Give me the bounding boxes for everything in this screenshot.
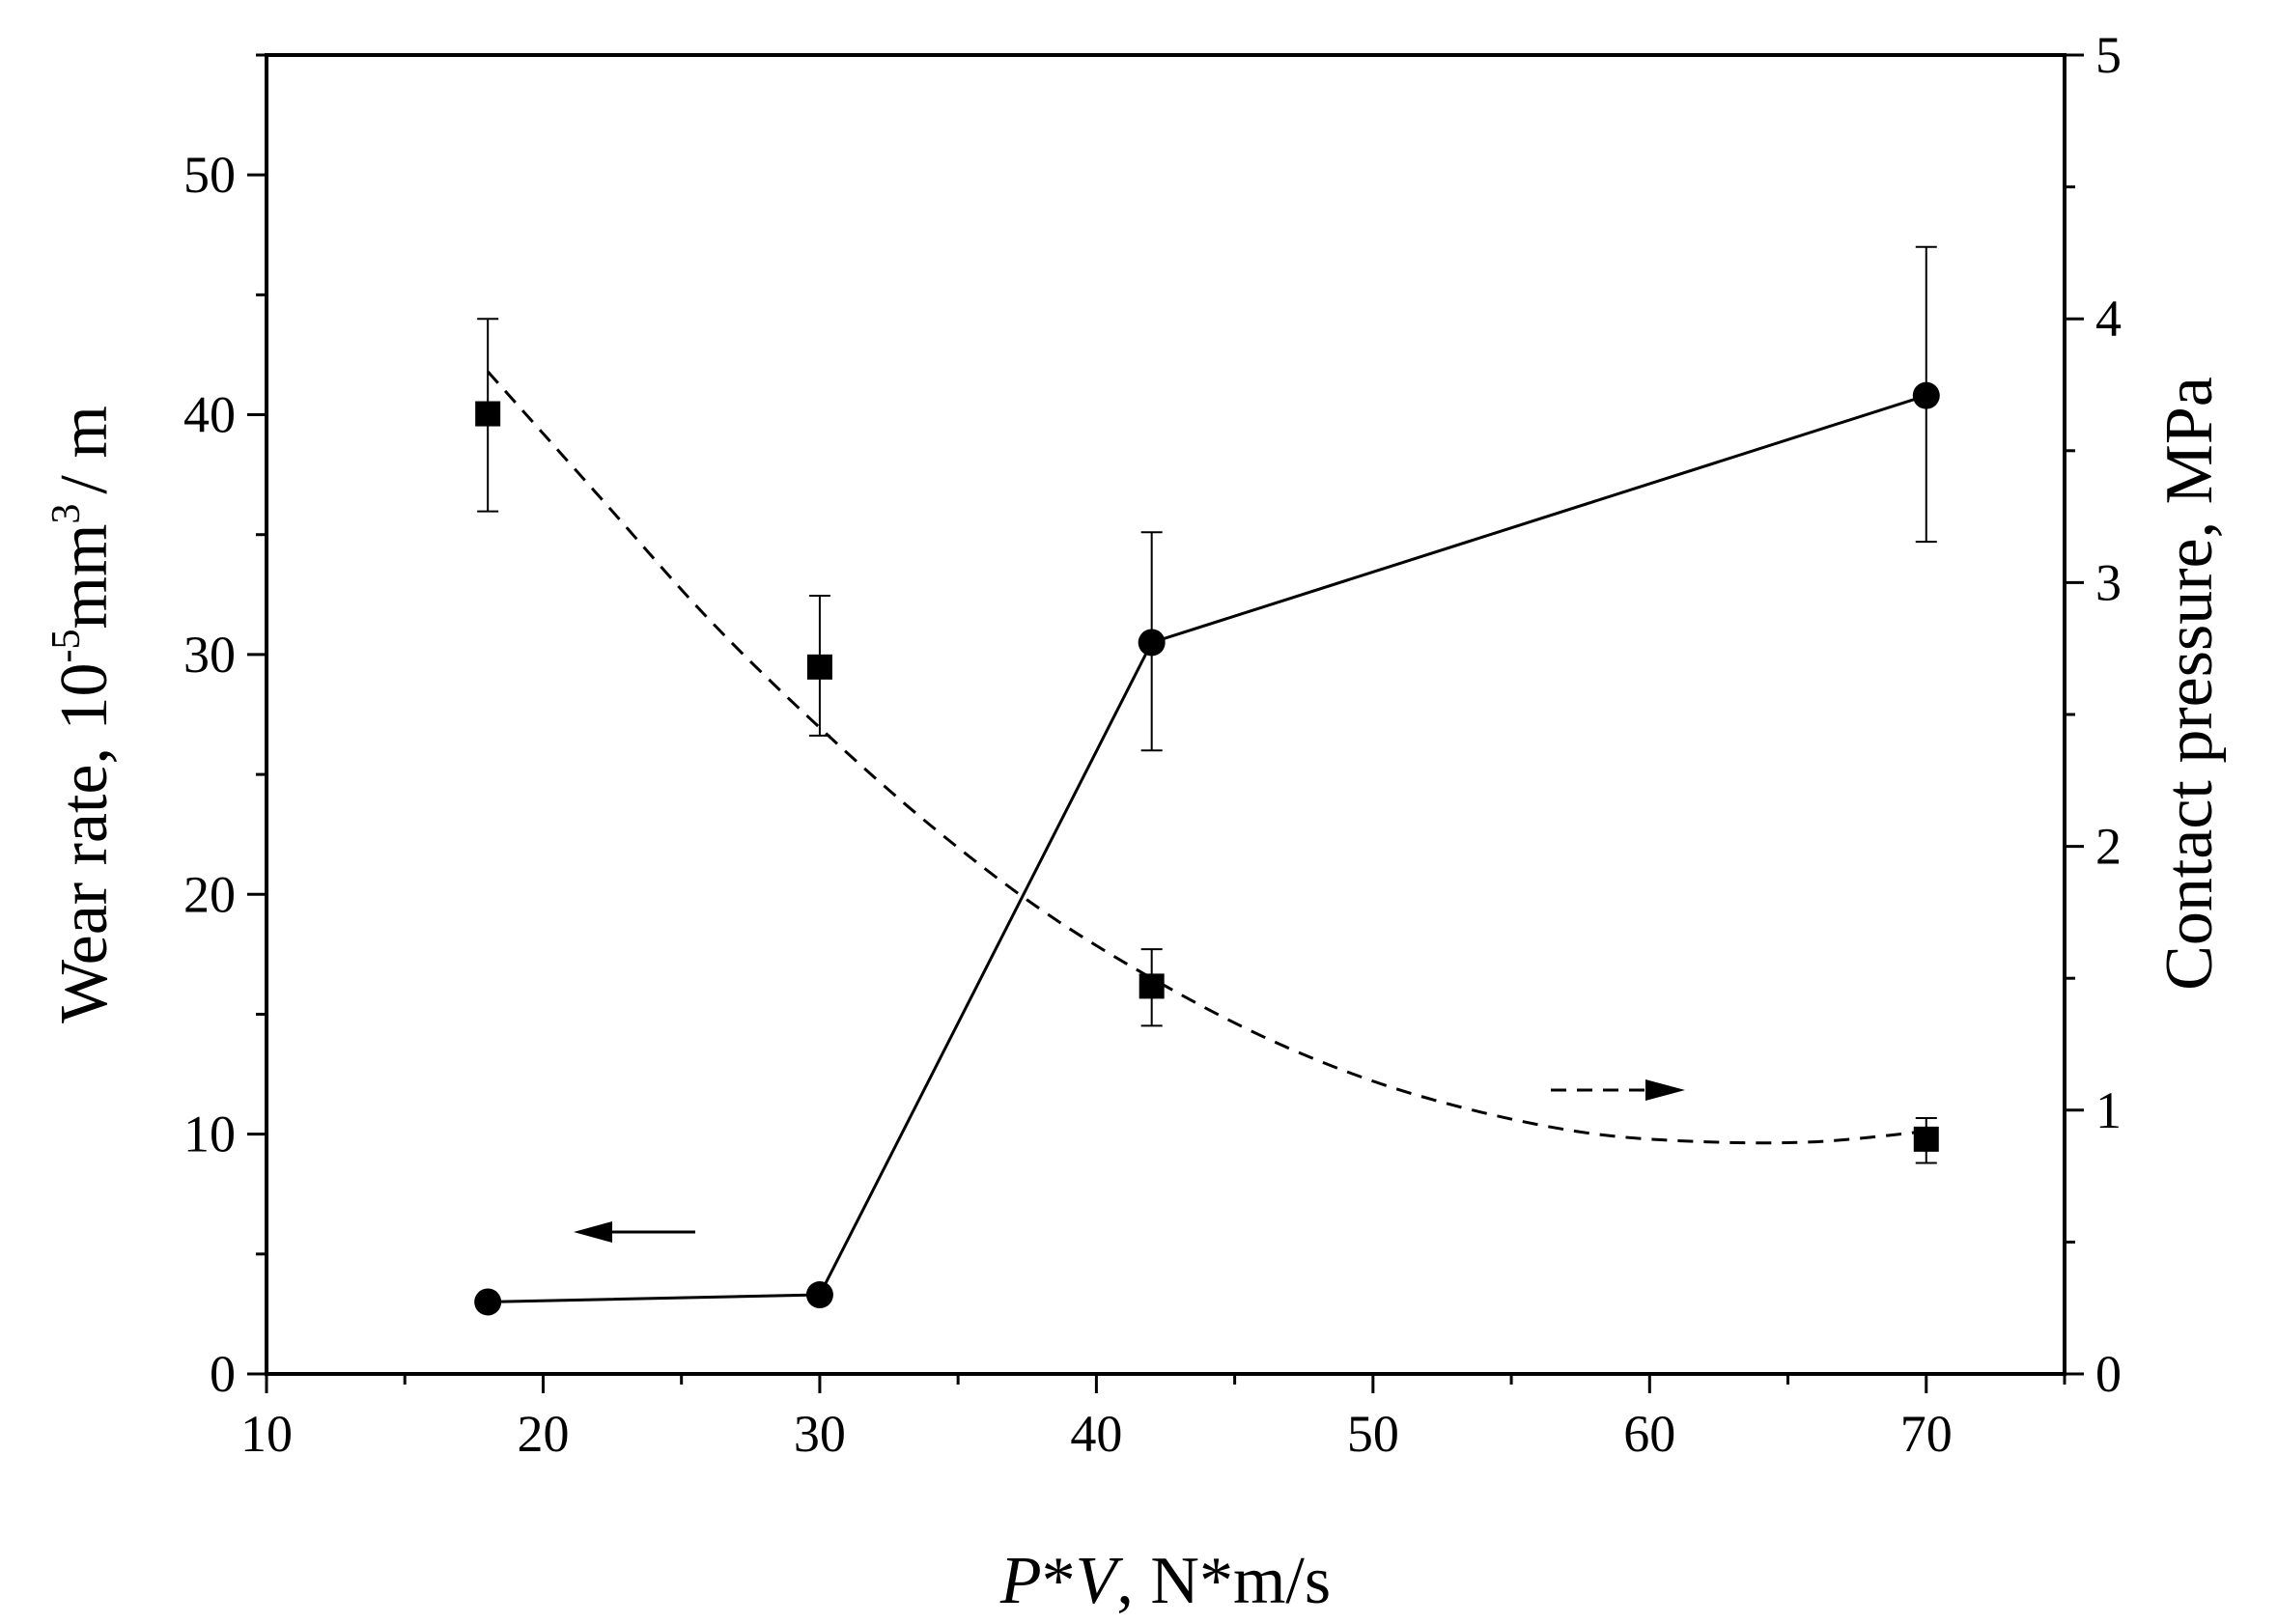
y-right-tick-label: 4 [2095, 290, 2122, 348]
contact-pressure-point [1138, 973, 1165, 999]
y-left-title-exp1: -5 [44, 630, 89, 663]
y-left-tick-label: 20 [183, 865, 236, 923]
wear-rate-point [1912, 381, 1940, 409]
contact-pressure-point [475, 401, 501, 427]
y-left-tick-label: 50 [183, 146, 236, 204]
x-axis-title-v: V [1076, 1544, 1124, 1618]
y-left-title-tail: / m [47, 406, 122, 493]
y-right-tick-label: 2 [2095, 818, 2122, 876]
wear-rate-line [488, 394, 1927, 1303]
plot-frame [265, 53, 2066, 1376]
contact-pressure-point [806, 654, 832, 680]
y-right-tick-label: 5 [2095, 26, 2122, 84]
right-axis-arrow [1551, 1079, 1685, 1101]
y-left-tick-label: 30 [183, 626, 236, 684]
x-tick-label: 30 [794, 1405, 846, 1463]
y-left-tick-label: 0 [210, 1345, 236, 1403]
y-right-tick-label: 0 [2095, 1345, 2122, 1403]
series-layer [474, 245, 1940, 1316]
y-right-axis-title: Contact pressure, MPa [2152, 377, 2227, 991]
x-axis-title-unit: , N*m/s [1116, 1544, 1331, 1618]
x-tick-label: 70 [1900, 1405, 1953, 1463]
contact-pressure-fit-curve [487, 370, 1926, 1145]
x-tick-label: 60 [1623, 1405, 1675, 1463]
x-tick-label: 50 [1347, 1405, 1399, 1463]
left-axis-arrow [574, 1221, 695, 1243]
wear-rate-point [805, 1281, 833, 1309]
x-axis-title-star: * [1042, 1544, 1076, 1618]
contact-pressure-point [1913, 1126, 1939, 1152]
x-tick-label: 10 [240, 1405, 293, 1463]
y-left-tick-label: 40 [183, 386, 236, 444]
y-left-axis-title: Wear rate, 10-5mm3 / m [44, 406, 122, 1023]
y-left-tick-label: 10 [183, 1106, 236, 1163]
x-tick-label: 20 [517, 1405, 569, 1463]
y-left-title-main: Wear rate, 10 [47, 663, 122, 1023]
y-right-tick-label: 3 [2095, 553, 2122, 611]
wear-rate-point [1138, 629, 1166, 657]
y-right-tick-label: 1 [2095, 1081, 2122, 1139]
x-axis-title: P*V, N*m/s [999, 1544, 1331, 1618]
wear-rate-point [474, 1288, 502, 1316]
y-left-title-unit: mm [47, 524, 122, 630]
x-axis-title-p: P [999, 1544, 1042, 1618]
y-left-title-exp2: 3 [44, 504, 89, 524]
x-tick-label: 40 [1070, 1405, 1122, 1463]
